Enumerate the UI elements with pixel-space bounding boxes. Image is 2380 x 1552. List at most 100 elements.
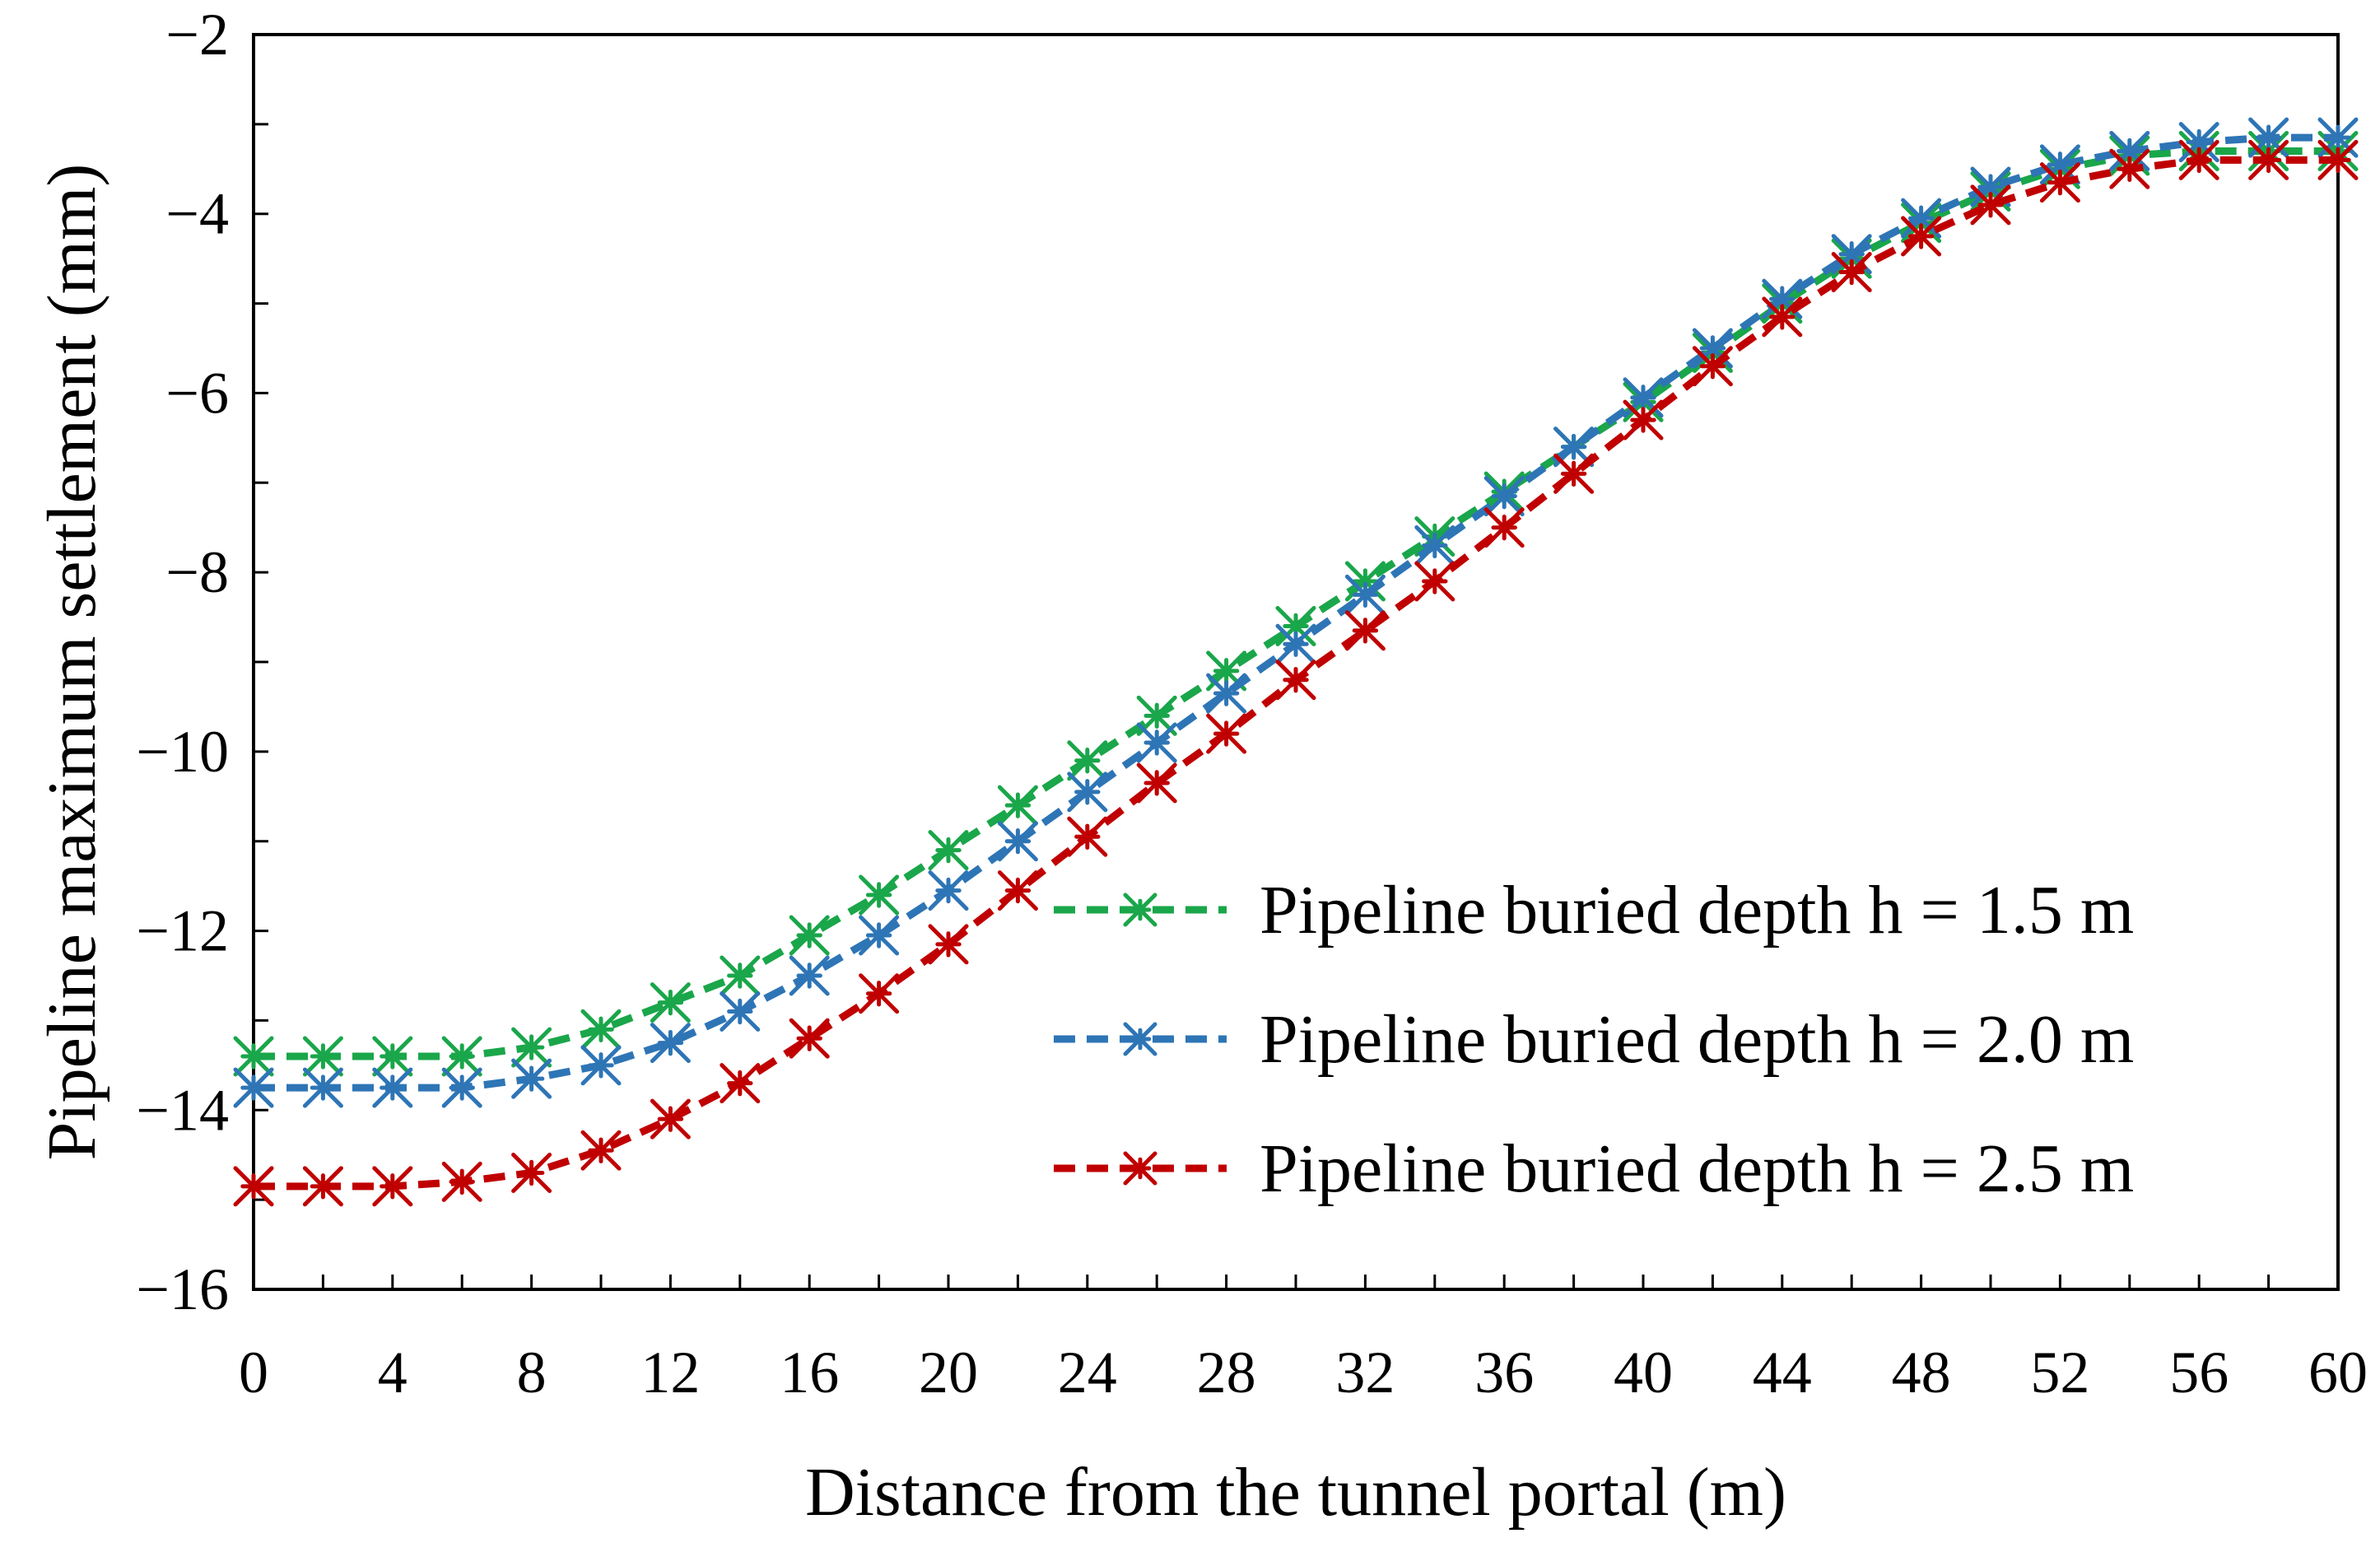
x-tick-label: 12 bbox=[640, 1340, 700, 1405]
legend-label: Pipeline buried depth h = 1.5 m bbox=[1260, 872, 2134, 948]
series-2-point bbox=[1483, 476, 1525, 517]
x-tick-label: 20 bbox=[919, 1340, 978, 1405]
series-3-point bbox=[1275, 659, 1316, 701]
y-tick-label: −12 bbox=[136, 898, 229, 964]
series-3-point bbox=[1623, 399, 1664, 440]
series-3-point bbox=[2248, 139, 2289, 180]
x-tick-label: 24 bbox=[1058, 1340, 1117, 1405]
legend: Pipeline buried depth h = 1.5 m Pipeline … bbox=[1054, 872, 2134, 1207]
x-tick-label: 32 bbox=[1335, 1340, 1395, 1405]
series-1-point bbox=[441, 1036, 482, 1077]
series-2-point bbox=[997, 821, 1038, 862]
series-2-point bbox=[441, 1067, 482, 1108]
series-3-point bbox=[1692, 346, 1733, 387]
series-2 bbox=[233, 117, 2359, 1108]
series-2-point bbox=[1344, 574, 1386, 615]
plot-frame bbox=[252, 33, 2340, 1291]
series-3-point bbox=[1414, 561, 1455, 602]
series-3-point bbox=[928, 924, 969, 965]
x-tick-label: 16 bbox=[780, 1340, 839, 1405]
x-tick-label: 8 bbox=[517, 1340, 547, 1405]
x-tick-label: 52 bbox=[2030, 1340, 2089, 1405]
series-3 bbox=[233, 139, 2359, 1207]
x-tick-label: 48 bbox=[1892, 1340, 1951, 1405]
series-2-point bbox=[1136, 722, 1177, 763]
series-2-point bbox=[1067, 771, 1108, 813]
series-2-point bbox=[511, 1058, 552, 1099]
series-3-point bbox=[441, 1161, 482, 1202]
series-3-point bbox=[1067, 816, 1108, 857]
series-3-point bbox=[720, 1063, 761, 1104]
series-3-point bbox=[2178, 139, 2219, 180]
series-1-point bbox=[720, 955, 761, 996]
series-2-point bbox=[2178, 122, 2219, 163]
plot-axes: 0 4 8 12 16 20 24 28 32 36 40 44 48 52 56 60−16−14−12−1… bbox=[136, 2, 2368, 1405]
series-3-point bbox=[2317, 139, 2359, 180]
x-tick-label: 56 bbox=[2169, 1340, 2229, 1405]
series-3-point bbox=[859, 973, 900, 1014]
series-2-point bbox=[928, 870, 969, 911]
series-2-point bbox=[720, 991, 761, 1032]
y-tick-label: −6 bbox=[165, 360, 229, 426]
series-3-point bbox=[1483, 507, 1525, 548]
x-tick-label: 40 bbox=[1614, 1340, 1673, 1405]
legend-item-3: Pipeline buried depth h = 2.5 m bbox=[1054, 1130, 2134, 1207]
series-3-point bbox=[1206, 713, 1247, 754]
series-3-point bbox=[1762, 296, 1803, 338]
y-tick-label: −16 bbox=[136, 1256, 229, 1322]
series-1-point bbox=[997, 785, 1038, 826]
legend-item-1: Pipeline buried depth h = 1.5 m bbox=[1054, 872, 2134, 948]
series-3-point bbox=[997, 870, 1038, 911]
series-3-point bbox=[2039, 162, 2080, 203]
series-3-point bbox=[372, 1166, 413, 1207]
series-3-point bbox=[650, 1098, 691, 1140]
series-3-point bbox=[1553, 453, 1595, 494]
legend-swatch-marker bbox=[1123, 893, 1157, 927]
series-3-point bbox=[789, 1018, 830, 1059]
series-3-point bbox=[1344, 610, 1386, 651]
series-2-point bbox=[1275, 623, 1316, 664]
series-2-point bbox=[1206, 673, 1247, 714]
series-2-point bbox=[1414, 524, 1455, 566]
series-1-point bbox=[233, 1036, 274, 1077]
series-1-point bbox=[1067, 740, 1108, 781]
series-1-point bbox=[372, 1036, 413, 1077]
legend-item-2: Pipeline buried depth h = 2.0 m bbox=[1054, 1001, 2134, 1078]
series-3-point bbox=[302, 1166, 343, 1207]
series-3-point bbox=[511, 1152, 552, 1193]
series-2-point bbox=[233, 1067, 274, 1108]
series-1-point bbox=[789, 915, 830, 956]
series-1-point bbox=[580, 1009, 622, 1050]
series-1-point bbox=[511, 1027, 552, 1068]
series-1-point bbox=[650, 982, 691, 1023]
y-tick-label: −4 bbox=[165, 181, 229, 247]
x-tick-label: 28 bbox=[1197, 1340, 1256, 1405]
legend-swatch-marker bbox=[1123, 1151, 1157, 1186]
y-tick-label: −2 bbox=[165, 2, 229, 68]
x-tick-label: 36 bbox=[1474, 1340, 1534, 1405]
series-1-point bbox=[302, 1036, 343, 1077]
x-tick-label: 44 bbox=[1753, 1340, 1812, 1405]
series-2-point bbox=[580, 1045, 622, 1086]
series-2-point bbox=[789, 955, 830, 996]
series-2-point bbox=[372, 1067, 413, 1108]
series-1-point bbox=[859, 874, 900, 916]
series-3-point bbox=[233, 1166, 274, 1207]
series-3-point bbox=[1970, 184, 2011, 226]
y-axis-title: Pipeline maximum settlement (mm) bbox=[34, 164, 110, 1161]
legend-swatch-marker bbox=[1123, 1022, 1157, 1056]
series-2-point bbox=[859, 915, 900, 956]
series-3-point bbox=[1831, 251, 1872, 292]
series-3-point bbox=[2109, 148, 2150, 189]
series-2-point bbox=[302, 1067, 343, 1108]
series-3-point bbox=[1901, 216, 1942, 257]
series-3-point bbox=[580, 1130, 622, 1171]
legend-label: Pipeline buried depth h = 2.5 m bbox=[1260, 1130, 2134, 1207]
x-tick-label: 0 bbox=[239, 1340, 268, 1405]
x-axis-title: Distance from the tunnel portal (m) bbox=[805, 1454, 1786, 1531]
series-2-point bbox=[650, 1023, 691, 1064]
y-tick-label: −8 bbox=[165, 539, 229, 605]
series-3-point bbox=[1136, 762, 1177, 804]
x-tick-label: 4 bbox=[378, 1340, 408, 1405]
